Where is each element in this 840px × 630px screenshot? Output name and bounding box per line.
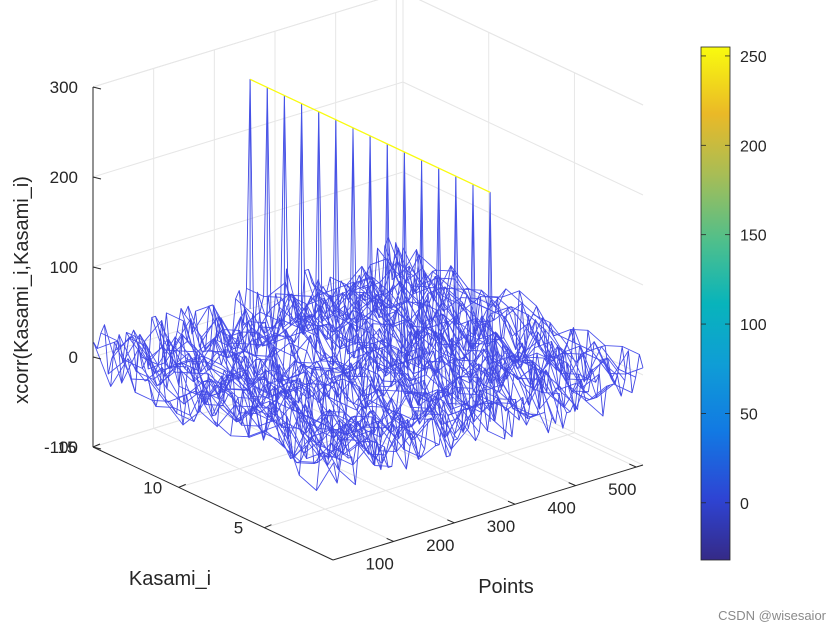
- y-axis-line: [92, 446, 334, 561]
- mesh-row-line: [333, 191, 644, 486]
- grid-line: [92, 0, 379, 88]
- mesh-row-line: [213, 135, 524, 428]
- mesh-row-line: [282, 167, 593, 464]
- grid-line: [402, 171, 644, 286]
- x-tick: [629, 463, 637, 468]
- z-axis-ticks: -100 0 100 200 300: [44, 78, 102, 457]
- x-tick-label: 100: [365, 554, 393, 573]
- z-tick: [92, 356, 102, 360]
- grid-line: [274, 390, 516, 505]
- mesh-row-line: [161, 111, 473, 414]
- watermark-text: CSDN @wisesaior: [718, 608, 826, 623]
- y-axis-ticks: 5 10 15: [58, 438, 272, 538]
- mesh-row-line: [298, 175, 610, 476]
- grid-line: [418, 0, 644, 106]
- z-tick-label: -100: [44, 438, 78, 457]
- mesh-row-line: [144, 103, 455, 407]
- grid-line: [92, 81, 404, 178]
- z-axis-label: xcorr(Kasami_i,Kasami_i): [11, 176, 33, 404]
- y-tick: [264, 524, 272, 529]
- mesh-row-line: [93, 78, 404, 375]
- colorbar-tick-label: 150: [740, 228, 767, 245]
- y-tick: [178, 483, 186, 488]
- colorbar: 0 50 100 150 200 250: [700, 46, 767, 561]
- y-tick-label: 15: [58, 438, 77, 457]
- x-axis-line: [332, 464, 644, 561]
- z-tick: [92, 176, 102, 180]
- z-tick: [92, 446, 102, 450]
- z-tick-label: 0: [69, 348, 78, 367]
- y-tick-label: 5: [234, 519, 243, 538]
- y-tick-label: 10: [143, 478, 162, 497]
- colorbar-tick-label: 50: [740, 406, 758, 423]
- mesh-row-line: [230, 143, 541, 441]
- z-tick-label: 100: [50, 258, 78, 277]
- grid-line: [264, 432, 575, 529]
- grid-line: [92, 0, 379, 88]
- z-tick: [92, 266, 102, 270]
- y-tick: [92, 443, 101, 448]
- x-tick-label: 500: [608, 480, 636, 499]
- colorbar-tick-label: 100: [740, 317, 767, 334]
- mesh-row-line: [110, 86, 421, 387]
- colorbar-tick-label: 200: [740, 138, 767, 155]
- grid-line: [418, 0, 644, 106]
- x-axis-label: Points: [478, 576, 534, 598]
- x-axis-ticks: 100 200 300 400 500: [365, 463, 637, 573]
- x-tick-label: 400: [547, 499, 575, 518]
- x-tick: [447, 519, 455, 524]
- z-tick-label: 300: [50, 78, 78, 97]
- y-axis-label: Kasami_i: [129, 568, 211, 590]
- x-tick-label: 300: [487, 517, 515, 536]
- colorbar-tick-label: 0: [740, 496, 749, 513]
- mesh-row-line: [178, 119, 490, 426]
- z-tick: [92, 86, 102, 90]
- grid-line: [402, 81, 644, 196]
- mesh-row-line: [316, 183, 627, 491]
- grid-line: [153, 427, 394, 542]
- plot-axes: 100 200 300 400 500 5 10 15 -100 0 100 200 300: [44, 0, 644, 573]
- mesh-surface: [93, 78, 644, 491]
- colorbar-gradient: [700, 46, 731, 561]
- x-tick: [386, 537, 394, 542]
- peak-top-edge: [249, 78, 491, 193]
- x-tick-label: 200: [426, 536, 454, 555]
- axis-lines: [92, 87, 644, 561]
- colorbar-ticks: 0 50 100 150 200 250: [701, 49, 767, 513]
- x-tick: [568, 482, 576, 487]
- x-tick: [507, 500, 516, 505]
- colorbar-tick-label: 250: [740, 49, 767, 66]
- mesh-row-line: [196, 127, 507, 423]
- z-tick-label: 200: [50, 168, 78, 187]
